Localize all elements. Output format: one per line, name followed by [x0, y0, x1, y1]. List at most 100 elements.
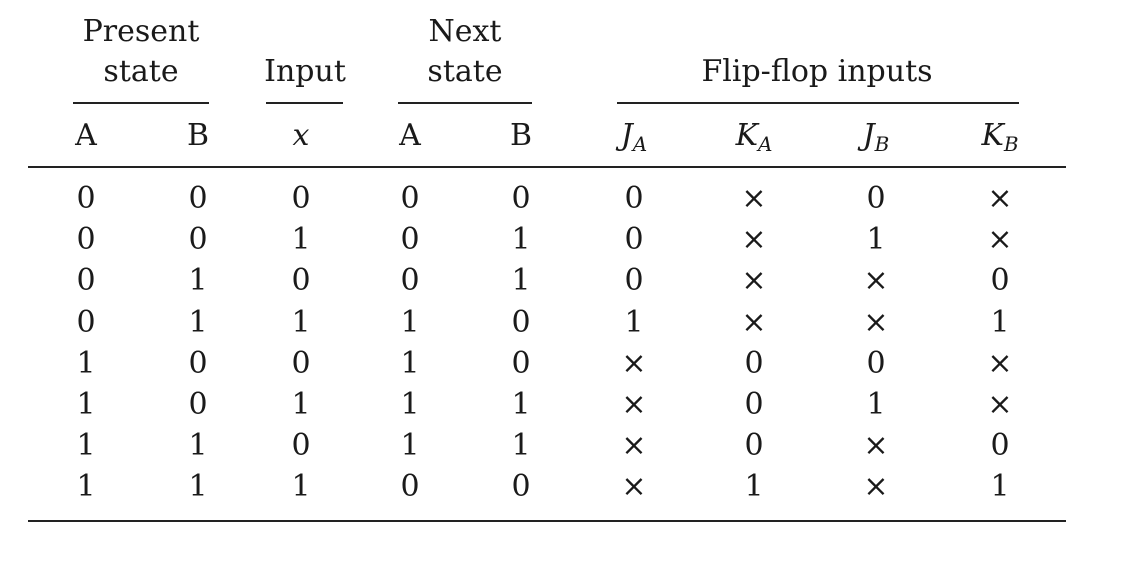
present-state-rule: [73, 102, 209, 104]
table-cell: 0: [624, 263, 644, 299]
table-cell: ×: [987, 222, 1013, 258]
table-cell: 1: [511, 222, 531, 258]
table-cell: 0: [400, 469, 420, 505]
column-header-jb-main: J: [862, 118, 875, 153]
table-cell: 0: [990, 428, 1010, 464]
table-cell: 0: [624, 181, 644, 216]
table-cell: ×: [621, 387, 647, 422]
table-cell: 1: [400, 345, 420, 381]
group-header-input: Input: [264, 54, 346, 89]
table-cell: 0: [511, 304, 531, 340]
table-cell: 0: [400, 263, 420, 299]
group-header-next-state-line2: state: [427, 54, 503, 89]
group-header-present-state-line1: Present: [82, 14, 200, 49]
column-header-kb-sub: B: [1003, 132, 1019, 156]
table-cell: 1: [624, 304, 644, 340]
table-cell: 0: [400, 222, 420, 258]
column-header-jb: JB: [863, 116, 890, 156]
table-cell: 1: [291, 222, 311, 258]
column-header-ja-sub: A: [632, 132, 648, 156]
table-cell: 1: [866, 387, 886, 422]
table-cell: 0: [624, 222, 644, 258]
table-cell: 0: [291, 428, 311, 464]
column-header-kb-main: K: [981, 118, 1004, 153]
table-cell: 1: [291, 387, 311, 422]
table-bottom-rule: [28, 520, 1066, 522]
column-header-kb: KB: [981, 116, 1018, 156]
input-rule: [266, 102, 343, 104]
table-cell: ×: [741, 222, 767, 258]
table-cell: 0: [511, 345, 531, 381]
table-cell: 1: [866, 222, 886, 258]
header-bottom-rule: [28, 166, 1066, 168]
table-cell: ×: [863, 304, 889, 340]
table-cell: 1: [188, 428, 208, 464]
table-cell: 1: [511, 263, 531, 299]
table-cell: 1: [76, 345, 96, 381]
table-cell: 1: [400, 428, 420, 464]
table-cell: ×: [863, 469, 889, 505]
table-cell: 1: [188, 304, 208, 340]
table-cell: ×: [987, 345, 1013, 381]
column-header-ja: JA: [621, 116, 647, 156]
table-cell: ×: [863, 428, 889, 464]
table-cell: 0: [400, 181, 420, 216]
table-cell: 0: [511, 469, 531, 505]
table-cell: 0: [76, 263, 96, 299]
table-cell: 1: [188, 263, 208, 299]
column-header-ka-sub: A: [757, 132, 773, 156]
table-cell: 1: [990, 304, 1010, 340]
group-header-present-state: Present state: [83, 12, 200, 92]
table-cell: 1: [990, 469, 1010, 505]
table-cell: 0: [76, 304, 96, 340]
table-cell: 0: [76, 222, 96, 258]
column-header-input-x: x: [292, 118, 310, 153]
table-cell: 0: [511, 181, 531, 216]
table-cell: ×: [741, 304, 767, 340]
column-header-present-a: A: [75, 118, 97, 153]
table-cell: 1: [400, 387, 420, 422]
column-header-jb-sub: B: [874, 132, 890, 156]
table-cell: ×: [863, 263, 889, 299]
table-cell: 1: [400, 304, 420, 340]
table-cell: ×: [741, 181, 767, 216]
table-cell: 0: [291, 181, 311, 216]
next-state-rule: [398, 102, 532, 104]
table-cell: 1: [76, 428, 96, 464]
table-cell: 1: [744, 469, 764, 505]
column-header-ja-main: J: [620, 118, 633, 153]
table-cell: 1: [291, 469, 311, 505]
table-cell: 0: [76, 181, 96, 216]
table-cell: 0: [188, 387, 208, 422]
table-cell: 1: [76, 469, 96, 505]
group-header-next-state-line1: Next: [428, 14, 502, 49]
table-cell: 0: [291, 263, 311, 299]
flip-flop-inputs-rule: [617, 102, 1019, 104]
table-cell: ×: [741, 263, 767, 299]
table-cell: 1: [188, 469, 208, 505]
table-cell: 0: [744, 428, 764, 464]
table-cell: 0: [744, 345, 764, 381]
column-header-present-b: B: [186, 118, 210, 153]
table-cell: 0: [291, 345, 311, 381]
table-cell: 0: [188, 181, 208, 216]
table-cell: 1: [511, 387, 531, 422]
table-cell: ×: [621, 345, 647, 381]
column-header-next-b: B: [509, 118, 533, 153]
table-cell: 0: [188, 345, 208, 381]
group-header-present-state-line2: state: [103, 54, 179, 89]
table-cell: ×: [987, 387, 1013, 422]
table-cell: 0: [866, 181, 886, 216]
table-cell: 1: [511, 428, 531, 464]
column-header-ka: KA: [736, 116, 773, 156]
group-header-flip-flop-inputs: Flip-flop inputs: [701, 54, 933, 89]
table-cell: 1: [76, 387, 96, 422]
table-cell: 0: [990, 263, 1010, 299]
column-header-next-a: A: [399, 118, 421, 153]
table-cell: 0: [188, 222, 208, 258]
group-header-next-state: Next state: [427, 12, 502, 92]
table-cell: ×: [621, 469, 647, 505]
table-cell: 0: [866, 345, 886, 381]
table-cell: 0: [744, 387, 764, 422]
